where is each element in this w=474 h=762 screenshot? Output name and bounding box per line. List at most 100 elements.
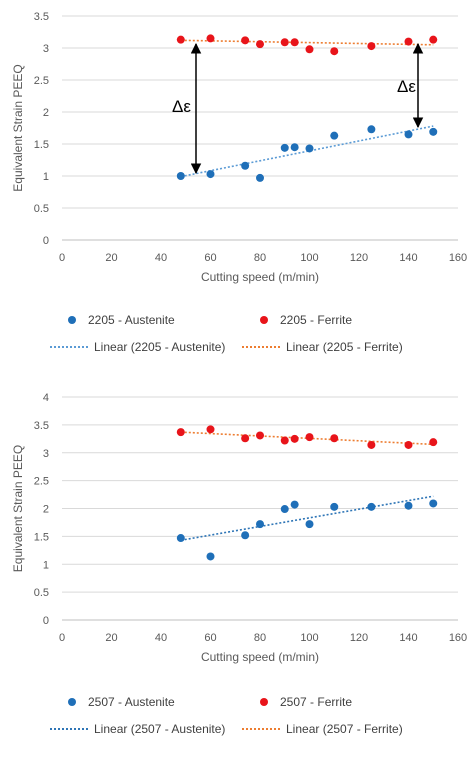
legend-label: 2205 - Ferrite xyxy=(280,313,353,327)
x-axis-title: Cutting speed (m/min) xyxy=(201,650,319,664)
data-point xyxy=(305,45,314,54)
y-tick-label: 1 xyxy=(43,171,49,183)
legend-label: 2205 - Austenite xyxy=(88,313,175,327)
legend-label: 2507 - Austenite xyxy=(88,695,175,709)
x-tick-label: 140 xyxy=(399,252,417,264)
x-tick-label: 80 xyxy=(254,252,266,264)
legend-item-2205-ferrite: 2205 - Ferrite xyxy=(260,313,352,327)
x-tick-label: 60 xyxy=(204,252,216,264)
y-tick-label: 3 xyxy=(43,448,49,460)
data-point xyxy=(429,499,438,508)
x-tick-label: 40 xyxy=(155,632,167,644)
data-point xyxy=(404,37,413,46)
y-tick-label: 3.5 xyxy=(34,11,49,23)
data-point xyxy=(290,500,299,509)
y-tick-label: 2 xyxy=(43,504,49,516)
x-tick-label: 160 xyxy=(449,252,467,264)
x-tick-label: 20 xyxy=(105,252,117,264)
legend-trend-blue xyxy=(50,728,88,730)
data-point xyxy=(280,38,289,47)
legend-marker-blue xyxy=(68,698,76,706)
legend-item-2507-ferrite-trend: Linear (2507 - Ferrite) xyxy=(242,722,403,736)
legend-label: Linear (2205 - Ferrite) xyxy=(286,340,403,354)
y-tick-label: 0.5 xyxy=(34,587,49,599)
delta-annotation: Δε xyxy=(172,97,191,116)
x-tick-label: 0 xyxy=(59,252,65,264)
data-point xyxy=(176,35,185,44)
data-point xyxy=(241,531,250,540)
legend-label: 2507 - Ferrite xyxy=(280,695,353,709)
data-point xyxy=(404,130,413,139)
data-point xyxy=(241,434,250,443)
y-tick-label: 1.5 xyxy=(34,531,49,543)
legend-marker-blue xyxy=(68,316,76,324)
legend-label: Linear (2507 - Austenite) xyxy=(94,722,226,736)
legend-trend-orange xyxy=(242,346,280,348)
legend-label: Linear (2507 - Ferrite) xyxy=(286,722,403,736)
legend-item-2205-ferrite-trend: Linear (2205 - Ferrite) xyxy=(242,340,403,354)
data-point xyxy=(206,170,215,179)
data-point xyxy=(206,34,215,43)
x-tick-label: 80 xyxy=(254,632,266,644)
x-tick-label: 160 xyxy=(449,632,467,644)
data-point xyxy=(367,125,376,134)
data-point xyxy=(367,42,376,51)
data-point xyxy=(404,440,413,449)
legend-item-2507-austenite: 2507 - Austenite xyxy=(68,695,175,709)
delta-annotation: Δε xyxy=(397,77,416,96)
x-tick-label: 20 xyxy=(105,632,117,644)
data-point xyxy=(206,425,215,434)
x-tick-label: 100 xyxy=(300,252,318,264)
data-point xyxy=(330,434,339,443)
y-axis-title: Equivalent Strain PEEQ xyxy=(11,64,25,191)
data-point xyxy=(367,440,376,449)
y-tick-label: 1 xyxy=(43,559,49,571)
data-point xyxy=(290,434,299,443)
data-point xyxy=(256,431,264,440)
data-point xyxy=(367,502,376,511)
data-point xyxy=(176,534,185,543)
x-tick-label: 60 xyxy=(204,632,216,644)
data-point xyxy=(305,520,314,529)
data-point xyxy=(305,144,314,153)
y-tick-label: 4 xyxy=(43,392,49,404)
legend-marker-red xyxy=(260,316,268,324)
legend-label: Linear (2205 - Austenite) xyxy=(94,340,226,354)
legend-item-2205-austenite: 2205 - Austenite xyxy=(68,313,175,327)
data-point xyxy=(330,131,339,140)
x-tick-label: 0 xyxy=(59,632,65,644)
data-point xyxy=(206,552,215,561)
legend-item-2507-ferrite: 2507 - Ferrite xyxy=(260,695,352,709)
y-axis-title: Equivalent Strain PEEQ xyxy=(11,445,25,572)
x-tick-label: 120 xyxy=(350,632,368,644)
y-tick-label: 0 xyxy=(43,235,49,247)
x-tick-label: 40 xyxy=(155,252,167,264)
data-point xyxy=(241,161,250,170)
data-point xyxy=(280,436,289,445)
legend-item-2205-austenite-trend: Linear (2205 - Austenite) xyxy=(50,340,225,354)
legend-item-2507-austenite-trend: Linear (2507 - Austenite) xyxy=(50,722,225,736)
data-point xyxy=(290,38,299,47)
trendline xyxy=(180,39,434,46)
legend-trend-orange xyxy=(242,728,280,730)
data-point xyxy=(330,47,339,56)
data-point xyxy=(429,438,438,447)
data-point xyxy=(176,428,185,437)
data-point xyxy=(330,502,339,511)
x-axis-title: Cutting speed (m/min) xyxy=(201,270,319,284)
chart-2205: 0 0.5 1 1.5 2 2.5 3 3.5 0 20 40 60 80 100 120 140 160 Cut… xyxy=(11,11,467,284)
x-tick-label: 100 xyxy=(300,632,318,644)
y-tick-label: 0.5 xyxy=(34,203,49,215)
data-point xyxy=(241,36,250,45)
chart-2507: 00.511.522.533.540 20 40 60 80 100 120 140 160Cu… xyxy=(11,392,467,664)
data-point xyxy=(176,172,185,180)
y-tick-label: 2.5 xyxy=(34,476,49,488)
data-point xyxy=(256,173,264,182)
y-tick-label: 1.5 xyxy=(34,139,49,151)
data-point xyxy=(280,143,289,152)
y-tick-label: 2 xyxy=(43,107,49,119)
y-tick-label: 0 xyxy=(43,615,49,627)
data-point xyxy=(256,520,264,529)
x-tick-label: 140 xyxy=(399,632,417,644)
